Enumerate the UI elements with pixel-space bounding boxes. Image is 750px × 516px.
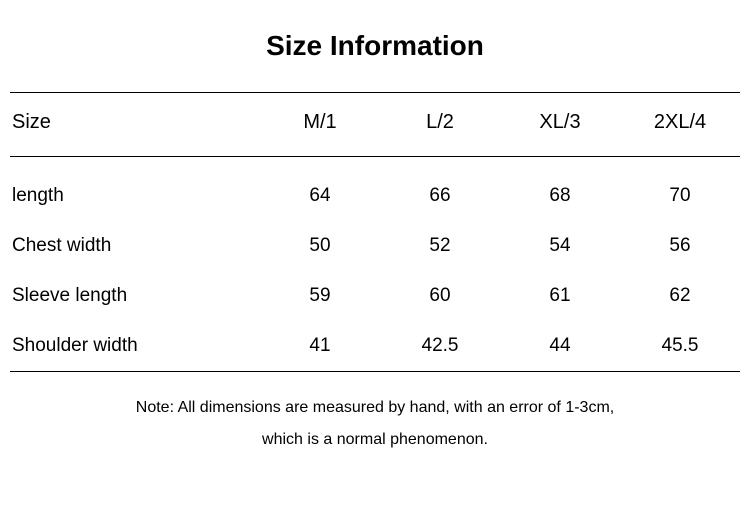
size-table: Size M/1 L/2 XL/3 2XL/4 length 64 66 68 …	[10, 92, 740, 372]
cell: 61	[500, 285, 620, 307]
note-text: Note: All dimensions are measured by han…	[10, 392, 740, 456]
note-line1: Note: All dimensions are measured by han…	[136, 399, 614, 416]
cell: 42.5	[380, 335, 500, 357]
cell: 52	[380, 235, 500, 257]
cell: 70	[620, 185, 740, 207]
table-header-row: Size M/1 L/2 XL/3 2XL/4	[10, 93, 740, 157]
header-col: 2XL/4	[620, 111, 740, 134]
cell: 44	[500, 335, 620, 357]
table-row: Sleeve length 59 60 61 62	[10, 271, 740, 321]
cell: 54	[500, 235, 620, 257]
table-row: length 64 66 68 70	[10, 171, 740, 221]
cell: 41	[260, 335, 380, 357]
cell: 64	[260, 185, 380, 207]
header-col: M/1	[260, 111, 380, 134]
spacer	[10, 157, 740, 171]
cell: 56	[620, 235, 740, 257]
table-row: Chest width 50 52 54 56	[10, 221, 740, 271]
cell: 62	[620, 285, 740, 307]
header-label: Size	[10, 111, 260, 134]
note-line2: which is a normal phenomenon.	[262, 431, 488, 448]
header-col: L/2	[380, 111, 500, 134]
cell: 68	[500, 185, 620, 207]
row-label: Shoulder width	[10, 335, 260, 357]
cell: 59	[260, 285, 380, 307]
size-chart-container: Size Information Size M/1 L/2 XL/3 2XL/4…	[0, 0, 750, 516]
row-label: Sleeve length	[10, 285, 260, 307]
row-label: length	[10, 185, 260, 207]
cell: 66	[380, 185, 500, 207]
cell: 60	[380, 285, 500, 307]
cell: 50	[260, 235, 380, 257]
page-title: Size Information	[10, 30, 740, 62]
table-row: Shoulder width 41 42.5 44 45.5	[10, 321, 740, 371]
row-label: Chest width	[10, 235, 260, 257]
header-col: XL/3	[500, 111, 620, 134]
cell: 45.5	[620, 335, 740, 357]
